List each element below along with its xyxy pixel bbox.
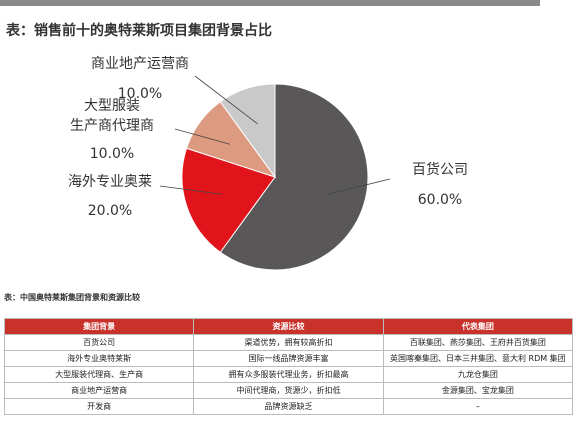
table-title: 表：中国奥特莱斯集团背景和资源比较 bbox=[4, 293, 140, 302]
table-cell: – bbox=[382, 398, 574, 415]
pie-slice bbox=[219, 83, 369, 271]
table-cell: 百货公司 bbox=[3, 334, 195, 351]
table: 集团背景 资源比较 代表集团 百货公司 渠道优势，拥有较高折扣 百联集团、燕莎集团、王府井… bbox=[3, 318, 574, 415]
table-row: 开发商 品牌资源缺乏 – bbox=[3, 398, 574, 415]
table-cell: 金源集团、宝龙集团 bbox=[382, 382, 574, 399]
table-row: 海外专业奥特莱斯 国际一线品牌资源丰富 英国喀秦集团、日本三井集团、意大利 RDM … bbox=[3, 350, 574, 367]
slice-value: 10.0% bbox=[117, 86, 163, 102]
leader-line bbox=[327, 178, 391, 195]
top-bar bbox=[0, 0, 540, 6]
table-cell: 九龙仓集团 bbox=[382, 366, 574, 383]
pie-chart bbox=[159, 75, 391, 271]
table-cell: 品牌资源缺乏 bbox=[193, 398, 384, 415]
table-cell: 商业地产运营商 bbox=[3, 382, 195, 399]
table-cell: 大型服装代理商、生产商 bbox=[3, 366, 195, 383]
table-cell: 渠道优势，拥有较高折扣 bbox=[193, 334, 384, 351]
pie-slice bbox=[219, 83, 276, 179]
leader-line bbox=[174, 128, 230, 145]
header-cell: 资源比较 bbox=[193, 318, 384, 335]
table-cell: 中间代理商，货源少，折扣低 bbox=[193, 382, 384, 399]
slice-label: 海外专业奥莱 bbox=[68, 174, 152, 190]
leader-line bbox=[194, 75, 258, 125]
slice-value: 10.0% bbox=[89, 146, 135, 162]
leader-line bbox=[159, 185, 222, 195]
table-row: 商业地产运营商 中间代理商，货源少，折扣低 金源集团、宝龙集团 bbox=[3, 382, 574, 399]
table-cell: 英国喀秦集团、日本三井集团、意大利 RDM 集团 bbox=[382, 350, 574, 367]
slice-value: 20.0% bbox=[87, 203, 133, 219]
slice-value: 60.0% bbox=[417, 192, 463, 208]
pie-slice bbox=[181, 147, 276, 253]
table-cell: 海外专业奥特莱斯 bbox=[3, 350, 195, 367]
table-row: 大型服装代理商、生产商 拥有众多服装代理业务，折扣最高 九龙仓集团 bbox=[3, 366, 574, 383]
slice-label: 百货公司 bbox=[412, 162, 468, 178]
slice-label: 商业地产运营商 bbox=[91, 56, 189, 72]
table-cell: 国际一线品牌资源丰富 bbox=[193, 350, 384, 367]
slice-label: 大型服装 生产商代理商 bbox=[70, 98, 154, 134]
header-row: 集团背景 资源比较 代表集团 bbox=[3, 318, 574, 335]
header-cell: 代表集团 bbox=[382, 318, 574, 335]
table-cell: 拥有众多服装代理业务，折扣最高 bbox=[193, 366, 384, 383]
header-cell: 集团背景 bbox=[3, 318, 195, 335]
chart-title: 表：销售前十的奥特莱斯项目集团背景占比 bbox=[6, 23, 272, 39]
table-cell: 开发商 bbox=[3, 398, 195, 415]
table-cell: 百联集团、燕莎集团、王府井百货集团 bbox=[382, 334, 574, 351]
table-row: 百货公司 渠道优势，拥有较高折扣 百联集团、燕莎集团、王府井百货集团 bbox=[3, 334, 574, 351]
